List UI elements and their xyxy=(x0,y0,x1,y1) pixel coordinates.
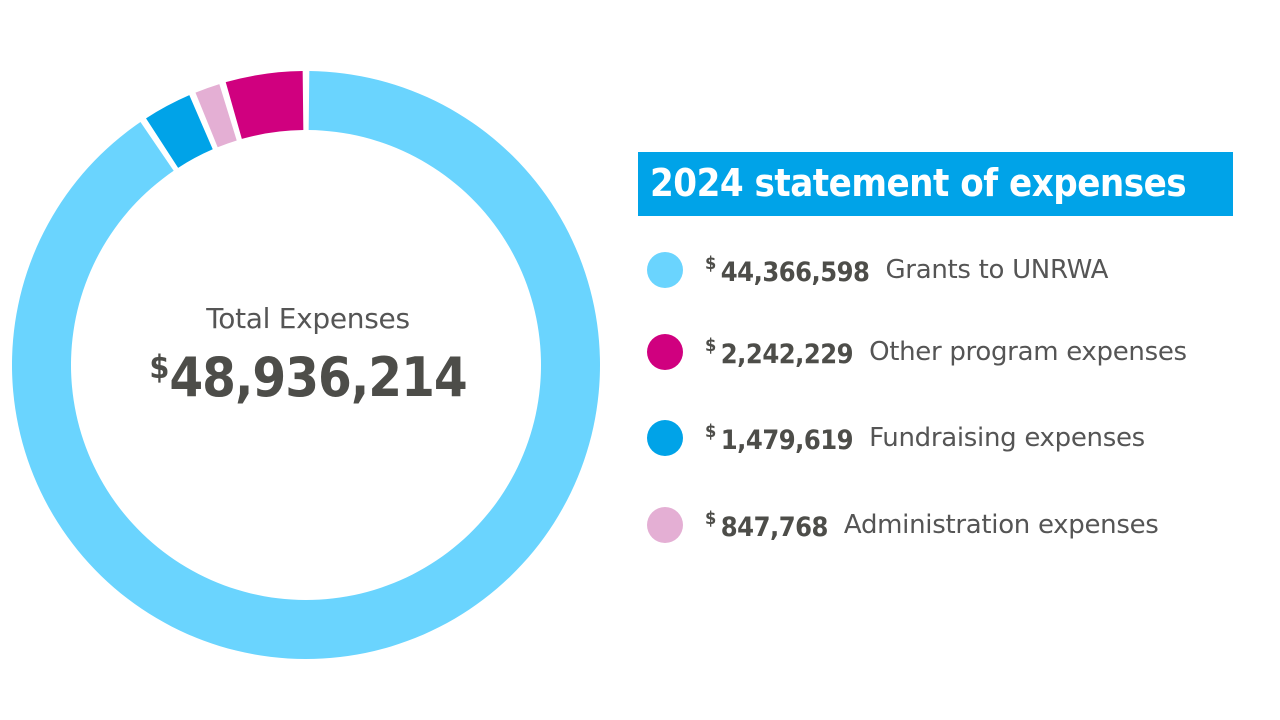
legend-label-administration: Administration expenses xyxy=(843,510,1159,540)
legend-label-grants: Grants to UNRWA xyxy=(885,255,1109,285)
total-currency-symbol: $ xyxy=(149,348,169,386)
legend-value-grants: 44,366,598 xyxy=(720,256,870,288)
legend-swatch-other-program xyxy=(647,334,683,370)
legend-swatch-administration xyxy=(647,507,683,543)
legend-currency-symbol: $ xyxy=(705,334,716,356)
legend-item-administration: $847,768 Administration expenses xyxy=(647,505,1159,545)
legend-value-administration: 847,768 xyxy=(720,511,829,543)
total-amount: 48,936,214 xyxy=(169,346,467,409)
legend-amount-fundraising: $1,479,619 xyxy=(705,420,854,456)
legend-currency-symbol: $ xyxy=(705,252,716,274)
legend-value-fundraising: 1,479,619 xyxy=(720,424,854,456)
legend-swatch-fundraising xyxy=(647,420,683,456)
donut-chart xyxy=(11,71,600,659)
legend-amount-administration: $847,768 xyxy=(705,508,828,543)
donut-slice-other-program xyxy=(225,71,304,139)
legend-label-fundraising: Fundraising expenses xyxy=(869,423,1145,453)
total-expenses-value: $48,936,214 xyxy=(98,346,518,409)
legend-swatch-grants xyxy=(647,252,683,288)
legend-item-other-program: $2,242,229 Other program expenses xyxy=(647,332,1187,372)
total-expenses-label: Total Expenses xyxy=(206,302,410,335)
donut-slice-administration xyxy=(195,84,237,148)
legend-amount-grants: $44,366,598 xyxy=(705,252,870,288)
legend-label-other-program: Other program expenses xyxy=(869,337,1187,367)
donut-slice-fundraising xyxy=(146,95,213,168)
legend-currency-symbol: $ xyxy=(705,420,716,442)
legend-currency-symbol: $ xyxy=(705,507,716,529)
legend-amount-other-program: $2,242,229 xyxy=(705,334,854,370)
legend-value-other-program: 2,242,229 xyxy=(720,338,854,370)
legend-title: 2024 statement of expenses xyxy=(638,152,1233,216)
legend-item-fundraising: $1,479,619 Fundraising expenses xyxy=(647,418,1145,458)
legend-item-grants: $44,366,598 Grants to UNRWA xyxy=(647,250,1108,290)
